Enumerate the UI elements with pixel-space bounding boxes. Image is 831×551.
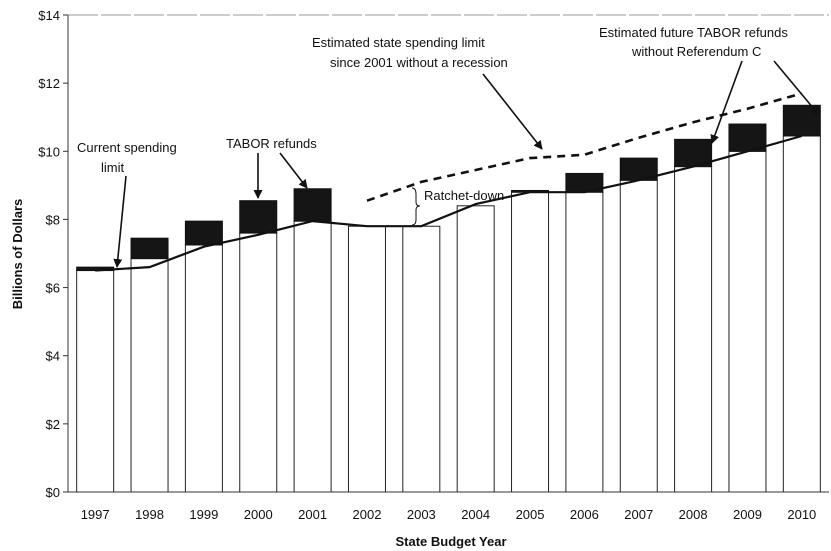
arrow-future-refund-2008: [710, 60, 743, 144]
x-axis-title: State Budget Year: [395, 534, 506, 549]
refund-bar-1998: [130, 237, 169, 260]
annotation-current-limit-line2: limit: [101, 160, 124, 175]
bar-2003: [402, 225, 441, 493]
bar-2001: [293, 220, 332, 493]
x-tick-label: 2010: [787, 507, 816, 522]
annotation-estimated-limit-line1: Estimated state spending limit: [312, 35, 485, 50]
bar-2004: [456, 205, 495, 493]
ratchet-down-brace: [411, 187, 421, 226]
bar-2010: [782, 135, 821, 493]
y-ticks: $0 $2 $4 $6 $8 $10 $12 $14: [38, 8, 68, 500]
y-tick-label: $4: [46, 349, 60, 364]
x-tick-label: 2004: [461, 507, 490, 522]
x-tick-label: 2006: [570, 507, 599, 522]
y-tick-label: $2: [46, 417, 60, 432]
refund-bar-1999: [184, 220, 223, 246]
x-tick-label: 1998: [135, 507, 164, 522]
annotations: Current spending limit TABOR refunds Est…: [77, 25, 820, 268]
bar-2002: [347, 225, 386, 493]
x-tick-label: 2008: [679, 507, 708, 522]
bar-2007: [619, 179, 658, 493]
bars: [76, 104, 821, 493]
x-tick-label: 1999: [189, 507, 218, 522]
x-tick-label: 2003: [407, 507, 436, 522]
bar-2009: [728, 150, 767, 493]
annotation-future-refunds-line1: Estimated future TABOR refunds: [599, 25, 788, 40]
bar-2006: [565, 191, 604, 493]
arrow-future-refund-2010: [773, 60, 820, 116]
x-tick-label: 2007: [624, 507, 653, 522]
x-tick-label: 2002: [353, 507, 382, 522]
bar-2008: [674, 166, 713, 493]
y-tick-label: $8: [46, 212, 60, 227]
x-tick-label: 1997: [81, 507, 110, 522]
x-tick-label: 2005: [516, 507, 545, 522]
annotation-ratchet-down: Ratchet-down: [424, 188, 504, 203]
x-tick-label: 2001: [298, 507, 327, 522]
annotation-estimated-limit-line2: since 2001 without a recession: [330, 55, 508, 70]
y-tick-label: $0: [46, 485, 60, 500]
y-tick-label: $12: [38, 76, 60, 91]
x-tick-label: 2000: [244, 507, 273, 522]
y-tick-label: $14: [38, 8, 60, 23]
x-ticks: 1997 1998 1999 2000 2001 2002 2003 2004 2005 2006…: [81, 507, 817, 522]
arrow-estimated-limit: [482, 73, 543, 150]
bar-2005: [511, 191, 550, 493]
current-spending-limit-line: [95, 134, 803, 272]
estimated-spending-limit-line: [366, 92, 803, 202]
bar-1999: [184, 244, 223, 493]
annotation-tabor-refunds: TABOR refunds: [226, 136, 317, 151]
x-tick-label: 2009: [733, 507, 762, 522]
y-tick-label: $6: [46, 281, 60, 296]
annotation-future-refunds-line2: without Referendum C: [631, 44, 761, 59]
refund-bar-2000: [239, 200, 278, 234]
axes: [67, 14, 829, 493]
bar-1998: [130, 258, 169, 493]
y-tick-label: $10: [38, 144, 60, 159]
y-axis-title: Billions of Dollars: [10, 199, 25, 310]
arrow-tabor-refund-2001: [279, 152, 308, 189]
arrow-current-limit: [113, 175, 127, 268]
annotation-current-limit-line1: Current spending: [77, 140, 177, 155]
lines: [95, 92, 803, 272]
refund-bar-2001: [293, 188, 332, 222]
bar-2000: [239, 232, 278, 493]
bar-1997: [76, 270, 115, 493]
